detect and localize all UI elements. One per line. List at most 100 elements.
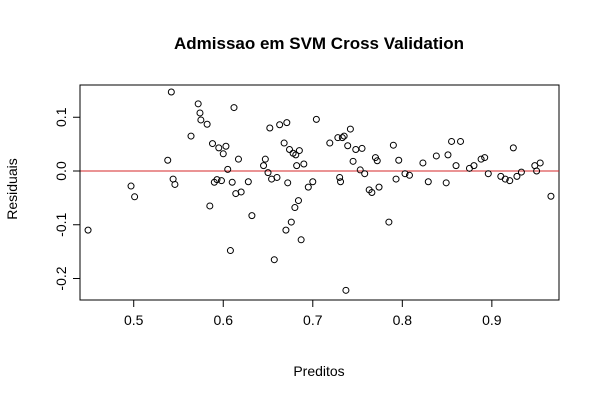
x-tick-label: 0.7	[303, 312, 323, 328]
data-point	[481, 154, 489, 162]
data-point	[127, 182, 135, 190]
data-point	[273, 173, 281, 181]
data-point	[164, 156, 172, 164]
data-point	[224, 165, 232, 173]
data-point	[513, 172, 521, 180]
data-point	[334, 134, 342, 142]
data-point	[424, 178, 432, 186]
data-point	[194, 100, 202, 108]
data-point	[219, 150, 227, 158]
data-point	[536, 159, 544, 167]
x-tick-label: 0.9	[482, 312, 502, 328]
data-point	[230, 104, 238, 112]
data-point	[234, 155, 242, 163]
y-tick-label: 0.0	[53, 161, 69, 181]
data-point	[448, 137, 456, 145]
data-point	[368, 189, 376, 196]
data-point	[237, 188, 245, 196]
data-point	[401, 170, 409, 178]
data-point	[344, 142, 352, 150]
data-point	[517, 168, 525, 176]
y-axis-label: Residuais	[4, 158, 20, 219]
data-point	[266, 124, 274, 132]
data-point	[501, 175, 509, 183]
data-point	[131, 193, 139, 201]
data-point	[509, 144, 517, 152]
data-point	[244, 178, 252, 186]
data-point	[442, 179, 450, 187]
data-point	[284, 179, 292, 187]
data-point	[395, 156, 403, 164]
data-point	[533, 167, 541, 175]
data-point	[276, 121, 284, 129]
data-point	[197, 116, 205, 124]
data-point	[312, 115, 320, 123]
data-point	[477, 155, 485, 163]
data-point	[337, 178, 345, 186]
x-axis-label: Preditos	[293, 363, 344, 379]
data-point	[196, 109, 204, 117]
data-point	[264, 169, 272, 177]
data-point	[338, 134, 346, 142]
data-point	[358, 144, 366, 152]
data-point	[349, 157, 357, 165]
data-point	[286, 146, 294, 153]
data-point	[228, 178, 236, 186]
y-axis: -0.2 -0.1 0.0 0.1	[53, 107, 81, 291]
data-point	[203, 120, 211, 128]
data-point	[282, 226, 290, 234]
data-point	[291, 204, 299, 212]
data-point	[506, 177, 514, 185]
x-tick-label: 0.5	[124, 312, 144, 328]
data-point	[375, 183, 383, 191]
data-point	[392, 175, 400, 183]
data-point	[452, 162, 460, 170]
data-point	[346, 125, 354, 133]
data-point	[373, 157, 381, 165]
data-point	[326, 139, 334, 147]
data-point	[209, 140, 217, 148]
x-tick-label: 0.6	[214, 312, 234, 328]
data-point	[419, 159, 427, 167]
data-point	[206, 202, 214, 210]
data-point	[389, 141, 397, 149]
y-tick-label: -0.2	[53, 266, 69, 290]
data-point	[84, 226, 92, 234]
data-point	[222, 142, 230, 150]
data-point	[270, 256, 278, 264]
data-point	[309, 178, 317, 186]
data-point	[293, 162, 301, 170]
data-point	[217, 177, 225, 185]
chart-title: Admissao em SVM Cross Validation	[174, 34, 464, 53]
data-point	[470, 162, 478, 170]
data-point	[547, 192, 555, 200]
data-point	[342, 286, 350, 294]
data-point	[287, 218, 295, 226]
data-point	[171, 180, 179, 188]
data-point	[213, 176, 221, 184]
data-point	[260, 162, 268, 170]
data-point	[167, 88, 175, 96]
data-point	[432, 152, 440, 160]
data-point	[300, 160, 308, 168]
data-point	[340, 132, 348, 140]
data-point	[457, 137, 465, 145]
data-point	[356, 166, 364, 174]
data-point	[484, 170, 492, 178]
data-points	[84, 88, 555, 294]
data-point	[297, 236, 305, 244]
x-axis: 0.5 0.6 0.7 0.8 0.9	[124, 299, 502, 328]
data-point	[261, 155, 269, 163]
data-point	[304, 183, 312, 191]
data-point	[361, 170, 369, 178]
x-tick-label: 0.8	[393, 312, 413, 328]
data-point	[215, 144, 223, 152]
data-point	[280, 139, 288, 147]
y-tick-label: 0.1	[53, 107, 69, 127]
data-point	[336, 173, 344, 181]
data-point	[248, 212, 256, 220]
data-point	[292, 151, 300, 159]
data-point	[294, 197, 302, 205]
